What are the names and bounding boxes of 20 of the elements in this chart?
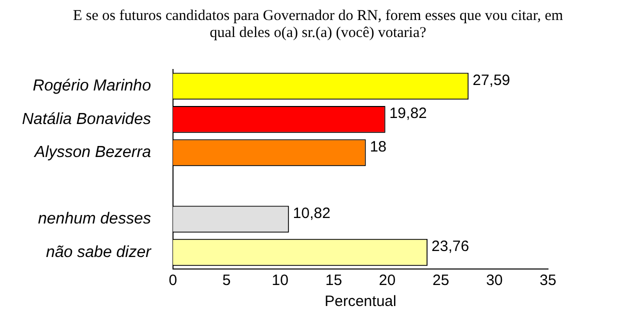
x-tick-label: 30 xyxy=(486,272,503,290)
x-tick-label: 0 xyxy=(168,272,178,290)
x-tick-label: 15 xyxy=(325,272,342,290)
x-tick-label: 35 xyxy=(540,272,556,290)
y-tick-label: nenhum desses xyxy=(38,210,151,228)
y-tick-label: Natália Bonavides xyxy=(22,110,151,128)
x-tick-label: 25 xyxy=(432,272,450,290)
y-tick-label: Rogério Marinho xyxy=(32,78,152,95)
data-label: 27,59 xyxy=(472,72,510,89)
data-label: 19,82 xyxy=(389,105,427,122)
x-tick-label: 10 xyxy=(272,272,288,290)
y-tick-label: não sabe dizer xyxy=(46,244,152,261)
x-axis-title: Percentual xyxy=(324,293,396,310)
chart-title: E se os futuros candidatos para Governador do RN, forem esses que vou citar, em qual deles o(a) sr.(a) (você) votaria? xyxy=(72,8,564,42)
data-label: 18 xyxy=(370,138,387,156)
data-label: 10,82 xyxy=(292,204,330,222)
y-tick-label: Alysson Bezerra xyxy=(33,144,152,162)
data-label: 23,76 xyxy=(432,238,470,256)
x-tick-label: 5 xyxy=(222,272,231,290)
x-tick-label: 20 xyxy=(378,272,396,290)
